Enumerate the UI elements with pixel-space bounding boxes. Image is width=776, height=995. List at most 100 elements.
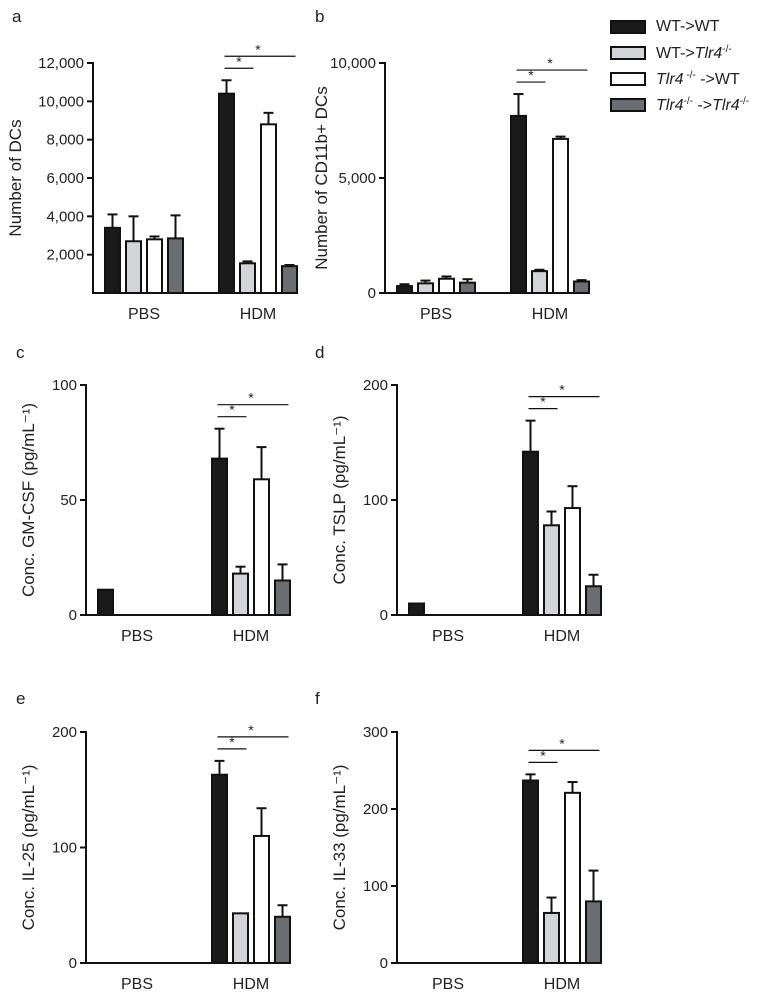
legend-swatch: [610, 20, 646, 34]
legend-label: Tlr4 -/- ->WT: [656, 69, 740, 88]
x-tick-label: HDM: [544, 628, 580, 645]
panel-letter: f: [315, 689, 320, 708]
legend-item-tlr4-tlr4: Tlr4-/- ->Tlr4-/-: [610, 92, 749, 118]
bar-wt-wt: [218, 92, 235, 294]
bar-wt-wt: [211, 773, 228, 964]
bar-wt-tlr4: [239, 262, 256, 294]
legend-label: WT->WT: [656, 18, 720, 35]
y-tick-label: 0: [368, 285, 376, 302]
legend: WT->WT WT->Tlr4-/- Tlr4 -/- ->WT Tlr4-/-…: [610, 14, 749, 118]
x-tick-label: PBS: [432, 976, 464, 993]
y-tick-label: 0: [69, 607, 77, 624]
legend-swatch: [610, 98, 646, 112]
y-tick-label: 100: [363, 492, 388, 509]
y-tick-label: 0: [380, 955, 388, 972]
bar-wt-wt: [104, 226, 121, 294]
significance-star: *: [547, 55, 553, 71]
significance-star: *: [540, 747, 546, 763]
y-tick-label: 2,000: [46, 247, 84, 264]
significance-star: *: [528, 67, 534, 83]
x-tick-label: HDM: [532, 306, 568, 323]
panel-letter: e: [16, 689, 25, 708]
significance-star: *: [229, 734, 235, 750]
legend-label: Tlr4-/- ->Tlr4-/-: [656, 95, 750, 114]
legend-swatch: [610, 46, 646, 60]
panel-letter: c: [16, 343, 25, 362]
y-axis-label: Conc. GM-CSF (pg/mL⁻¹): [19, 403, 38, 597]
bar-wt-tlr4: [531, 270, 548, 294]
y-tick-label: 6,000: [46, 170, 84, 187]
bar-tlr4-tlr4: [167, 237, 184, 294]
y-tick-label: 100: [52, 377, 77, 394]
x-tick-label: PBS: [420, 306, 452, 323]
y-tick-label: 100: [52, 840, 77, 857]
y-tick-label: 4,000: [46, 208, 84, 225]
bar-wt-wt: [522, 779, 539, 965]
x-tick-label: PBS: [128, 306, 160, 323]
bar-tlr4-tlr4: [585, 585, 602, 616]
y-axis-label: Conc. IL-33 (pg/mL⁻¹): [330, 765, 349, 931]
bar-wt-wt: [211, 457, 228, 616]
significance-star: *: [255, 41, 261, 57]
legend-item-wt-wt: WT->WT: [610, 14, 749, 40]
y-tick-label: 200: [363, 801, 388, 818]
y-axis-label: Number of DCs: [6, 119, 25, 236]
bar-wt-tlr4: [232, 572, 249, 616]
bar-tlr4-wt: [253, 834, 270, 965]
y-tick-label: 100: [363, 878, 388, 895]
significance-star: *: [248, 390, 254, 406]
y-tick-label: 300: [363, 724, 388, 741]
y-tick-label: 200: [52, 724, 77, 741]
significance-star: *: [559, 382, 565, 398]
significance-star: *: [248, 722, 254, 738]
y-tick-label: 10,000: [330, 55, 376, 72]
bar-tlr4-wt: [253, 478, 270, 616]
chart-panel-b: b 0 5,000 10,000 Number of CD11b+ DCs PBS HDM *…: [312, 7, 590, 323]
bar-tlr4-tlr4: [274, 579, 291, 616]
bar-tlr4-wt: [260, 123, 277, 295]
bar-wt-tlr4: [543, 524, 560, 616]
y-axis-label: Number of CD11b+ DCs: [312, 86, 331, 269]
bar-tlr4-tlr4: [274, 915, 291, 964]
bar-tlr4-wt: [564, 507, 581, 616]
panel-letter: a: [12, 7, 22, 26]
y-axis-label: Conc. TSLP (pg/mL⁻¹): [330, 416, 349, 585]
y-tick-label: 50: [60, 492, 77, 509]
bar-wt-tlr4: [417, 282, 434, 294]
bar-tlr4-tlr4: [459, 281, 476, 294]
x-tick-label: HDM: [544, 976, 580, 993]
y-tick-label: 8,000: [46, 132, 84, 149]
legend-swatch: [610, 72, 646, 86]
bar-wt-wt: [522, 450, 539, 617]
chart-panel-f: f 0 100 200 300 Conc. IL-33 (pg/mL⁻¹) PBS HDM * *: [315, 689, 602, 993]
bar-wt-wt: [408, 602, 425, 616]
bar-wt-tlr4: [543, 911, 560, 965]
y-tick-label: 0: [380, 607, 388, 624]
bar-tlr4-tlr4: [573, 280, 590, 294]
y-tick-label: 5,000: [338, 170, 376, 187]
significance-star: *: [540, 394, 546, 410]
chart-panel-c: c 0 50 100 Conc. GM-CSF (pg/mL⁻¹) PBS HDM * *: [16, 343, 291, 645]
x-tick-label: PBS: [432, 628, 464, 645]
y-tick-label: 10,000: [38, 93, 84, 110]
chart-panel-d: d 0 100 200 Conc. TSLP (pg/mL⁻¹) PBS HDM * *: [315, 343, 602, 645]
bar-tlr4-tlr4: [281, 265, 298, 294]
y-tick-label: 200: [363, 377, 388, 394]
y-tick-label: 0: [69, 955, 77, 972]
legend-item-wt-tlr4: WT->Tlr4-/-: [610, 40, 749, 66]
legend-label: WT->Tlr4-/-: [656, 43, 732, 62]
y-axis-label: Conc. IL-25 (pg/mL⁻¹): [19, 765, 38, 931]
bar-wt-wt: [396, 285, 413, 295]
significance-star: *: [236, 53, 242, 69]
bar-tlr4-tlr4: [585, 900, 602, 965]
x-tick-label: HDM: [233, 628, 269, 645]
bar-tlr4-wt: [438, 277, 455, 294]
legend-item-tlr4-wt: Tlr4 -/- ->WT: [610, 66, 749, 92]
x-tick-label: PBS: [121, 976, 153, 993]
y-tick-label: 12,000: [38, 55, 84, 72]
chart-panel-a: a 2,000 4,000 6,000 8,000 10,000 12,000 Number …: [6, 7, 298, 323]
bar-wt-wt: [510, 114, 527, 295]
bar-tlr4-wt: [564, 791, 581, 965]
significance-star: *: [229, 402, 235, 418]
bar-wt-tlr4: [125, 240, 142, 294]
